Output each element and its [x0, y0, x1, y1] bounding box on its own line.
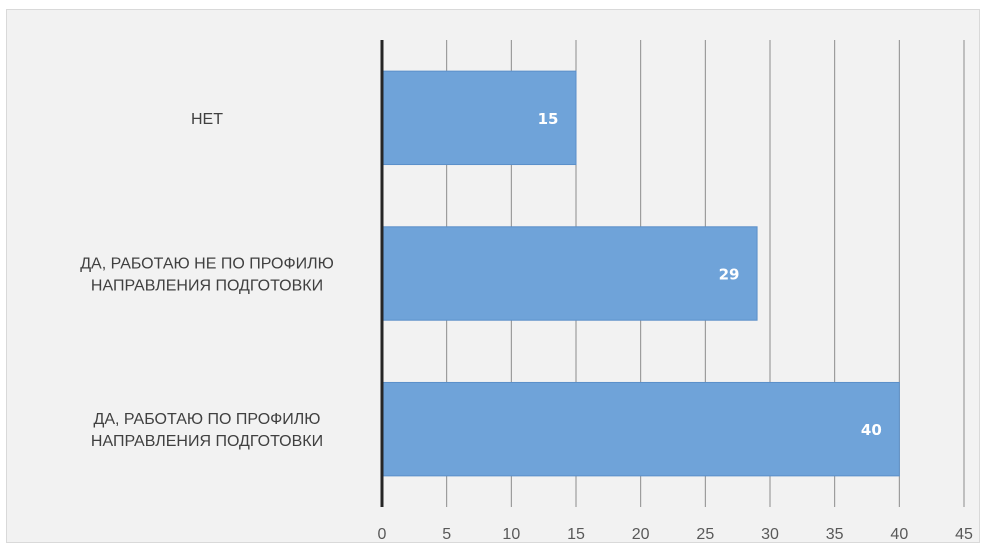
data-labels: 15 29 40 — [538, 110, 882, 439]
x-tick-label: 10 — [502, 526, 520, 543]
bar-chart: 0 5 10 15 20 25 30 35 40 45 НЕТ ДА, РАБОТАЮ НЕ ПО … — [80, 40, 973, 543]
category-label: ДА, РАБОТАЮ НЕ ПО ПРОФИЛЮ НАПРАВЛЕНИЯ ПОД… — [80, 256, 334, 295]
x-tick-label: 20 — [632, 526, 650, 543]
category-label-line: ДА, РАБОТАЮ ПО ПРОФИЛЮ — [94, 411, 321, 428]
chart-frame: 0 5 10 15 20 25 30 35 40 45 НЕТ ДА, РАБОТАЮ НЕ ПО … — [6, 9, 980, 543]
x-tick-label: 25 — [696, 526, 714, 543]
x-tick-labels: 0 5 10 15 20 25 30 35 40 45 — [378, 526, 973, 543]
x-tick-label: 45 — [955, 526, 973, 543]
category-label-line: НАПРАВЛЕНИЯ ПОДГОТОВКИ — [91, 433, 323, 450]
data-label: 40 — [861, 421, 882, 439]
category-label-line: ДА, РАБОТАЮ НЕ ПО ПРОФИЛЮ — [80, 256, 334, 273]
category-label-line: НЕТ — [191, 111, 223, 128]
bar — [381, 381, 900, 477]
x-tick-label: 40 — [890, 526, 908, 543]
bar — [381, 70, 577, 166]
category-label: НЕТ — [191, 111, 223, 128]
category-labels: НЕТ ДА, РАБОТАЮ НЕ ПО ПРОФИЛЮ НАПРАВЛЕНИЯ … — [80, 111, 334, 450]
x-tick-label: 15 — [567, 526, 585, 543]
bars — [381, 70, 900, 477]
data-label: 15 — [538, 110, 559, 128]
category-label: ДА, РАБОТАЮ ПО ПРОФИЛЮ НАПРАВЛЕНИЯ ПОДГОТ… — [91, 411, 323, 450]
bar — [381, 226, 758, 321]
category-label-line: НАПРАВЛЕНИЯ ПОДГОТОВКИ — [91, 278, 323, 295]
data-label: 29 — [719, 266, 740, 284]
x-tick-label: 30 — [761, 526, 779, 543]
x-tick-label: 0 — [378, 526, 387, 543]
x-tick-label: 35 — [826, 526, 844, 543]
x-tick-label: 5 — [442, 526, 451, 543]
